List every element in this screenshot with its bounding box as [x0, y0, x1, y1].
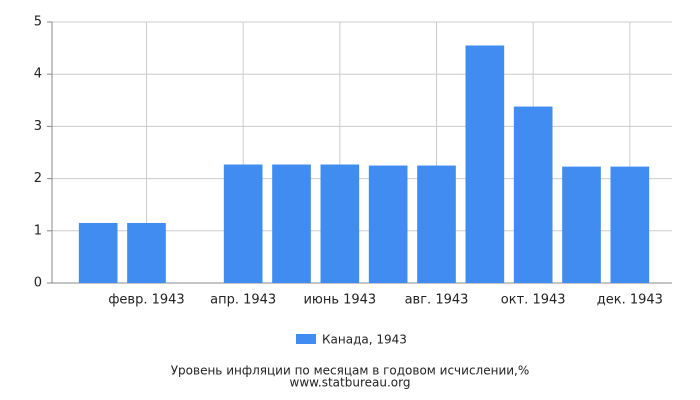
bar — [465, 45, 505, 283]
chart-title: Уровень инфляции по месяцам в годовом ис… — [171, 364, 530, 378]
x-tick-label: июнь 1943 — [303, 293, 376, 308]
legend-label: Канада, 1943 — [322, 333, 407, 347]
bar — [610, 166, 650, 283]
bar — [368, 165, 408, 283]
bar — [562, 166, 601, 283]
y-tick-label: 2 — [34, 171, 42, 186]
bar — [320, 164, 360, 283]
y-tick-label: 5 — [34, 15, 42, 30]
bar — [127, 222, 166, 283]
bar — [272, 164, 311, 283]
legend-swatch — [296, 334, 316, 344]
x-tick-label: дек. 1943 — [597, 293, 663, 308]
chart-subtitle: www.statbureau.org — [290, 376, 411, 390]
x-tick-label: апр. 1943 — [210, 293, 276, 308]
bar — [513, 106, 553, 284]
x-tick-label: авг. 1943 — [405, 293, 469, 308]
bar — [78, 222, 118, 283]
bar — [417, 165, 456, 283]
x-tick-label: окт. 1943 — [501, 293, 566, 308]
y-tick-label: 4 — [34, 67, 42, 82]
x-tick-label: февр. 1943 — [108, 293, 184, 308]
bar — [223, 164, 263, 283]
y-tick-label: 0 — [34, 276, 42, 291]
y-tick-label: 3 — [34, 119, 42, 134]
y-tick-label: 1 — [34, 223, 42, 238]
